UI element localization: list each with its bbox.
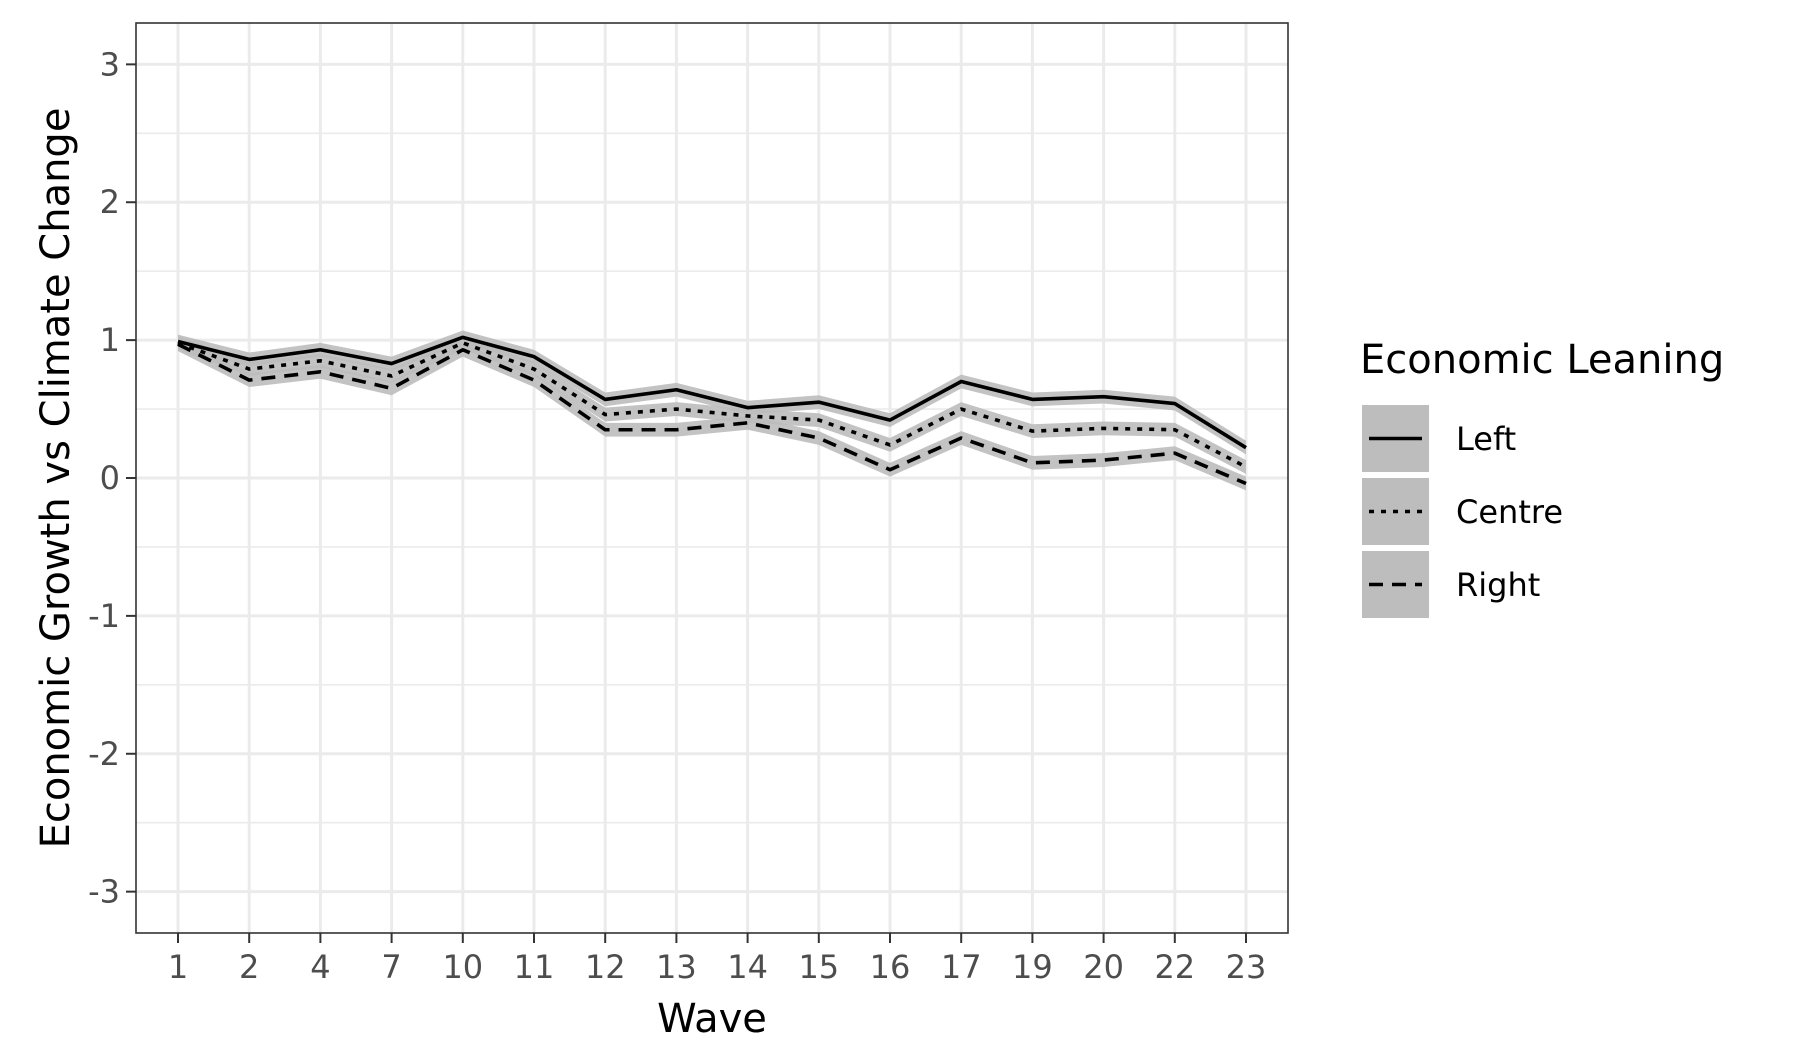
x-tick-label: 11 xyxy=(514,948,555,986)
x-tick-label: 7 xyxy=(381,948,401,986)
legend-label-left: Left xyxy=(1456,420,1516,458)
x-tick-label: 22 xyxy=(1154,948,1195,986)
x-tick-label: 12 xyxy=(585,948,626,986)
legend-title: Economic Leaning xyxy=(1360,337,1724,383)
x-tick-label: 23 xyxy=(1226,948,1267,986)
y-tick-label: 2 xyxy=(100,183,120,221)
x-tick-label: 13 xyxy=(656,948,697,986)
y-tick-label: 1 xyxy=(100,321,120,359)
y-axis-title: Economic Growth vs Climate Change xyxy=(33,108,79,849)
y-tick-label: 3 xyxy=(100,45,120,83)
legend: Economic Leaning Left Centre Right xyxy=(1360,337,1724,618)
x-tick-label: 1 xyxy=(168,948,188,986)
x-tick-label: 20 xyxy=(1083,948,1124,986)
x-tick-label: 10 xyxy=(442,948,483,986)
x-tick-label: 19 xyxy=(1012,948,1053,986)
x-tick-label: 2 xyxy=(239,948,259,986)
x-tick-label: 14 xyxy=(727,948,768,986)
legend-label-centre: Centre xyxy=(1456,493,1563,531)
grid xyxy=(136,23,1288,933)
y-tick-label: -3 xyxy=(88,873,120,911)
x-axis-title: Wave xyxy=(657,996,767,1042)
x-tick-label: 4 xyxy=(310,948,330,986)
x-tick-label: 15 xyxy=(798,948,839,986)
x-tick-label: 17 xyxy=(941,948,982,986)
y-tick-label: -1 xyxy=(88,597,120,635)
y-tick-label: 0 xyxy=(100,459,120,497)
band-left xyxy=(178,330,1246,454)
y-tick-label: -2 xyxy=(88,735,120,773)
x-tick-label: 16 xyxy=(870,948,911,986)
legend-items: Left Centre Right xyxy=(1362,405,1563,618)
legend-label-right: Right xyxy=(1456,566,1540,604)
